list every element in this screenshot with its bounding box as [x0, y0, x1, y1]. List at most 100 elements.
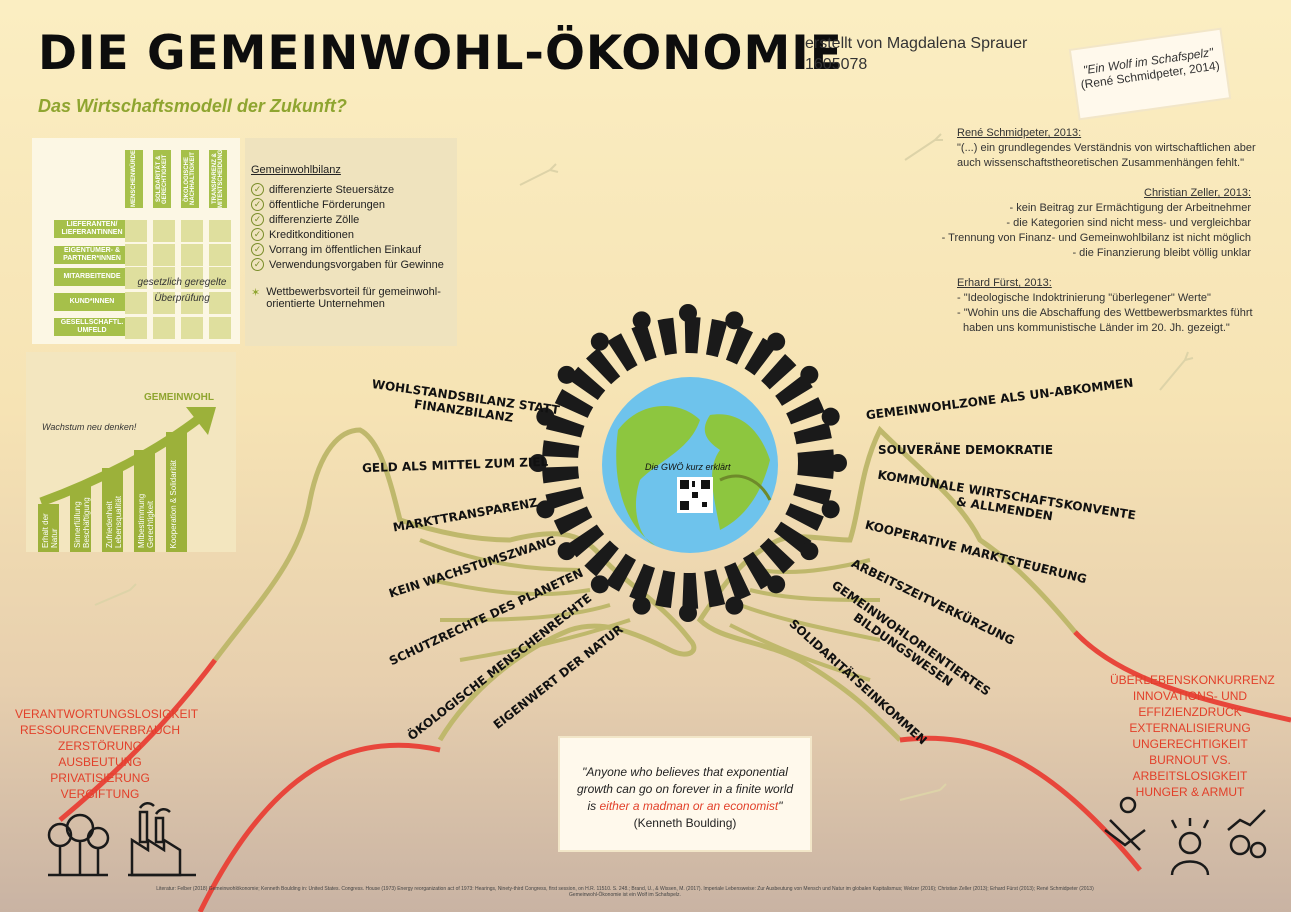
- list-item: ✓ Verwendungsvorgaben für Gewinne: [251, 257, 444, 272]
- critic-line: - die Finanzierung bleibt völlig unklar: [1072, 247, 1251, 259]
- check-icon: ✓: [251, 198, 264, 211]
- person-head: [557, 542, 576, 561]
- author-info: erstellt von Magdalena Sprauer 1605078: [805, 33, 1027, 75]
- star-icon: ✶: [251, 287, 261, 299]
- growth-bar: Mitbestimmung Gerechtigkeit: [134, 450, 155, 552]
- handshake-icon: [1104, 796, 1146, 851]
- matrix-cell: [125, 244, 147, 266]
- matrix-col-header: TRANSPARENZ & MITENTSCHEIDUNG: [209, 150, 227, 208]
- problems-right-list: ÜBERLEBENSKONKURRENZ INNOVATIONS- UND EFFI…: [1110, 673, 1275, 799]
- growth-bar: Erhalt der Natur: [38, 504, 59, 552]
- person-head: [821, 500, 840, 519]
- matrix-row-header: KUND*INNEN: [54, 293, 130, 311]
- growth-bar-label: Mitbestimmung Gerechtigkeit: [137, 493, 155, 548]
- critic-schmidpeter: René Schmidpeter, 2013: "(...) ein grund…: [957, 126, 1257, 171]
- check-icon: ✓: [251, 228, 264, 241]
- matrix-cell: [181, 317, 203, 339]
- left-red-line: [197, 742, 441, 912]
- matrix-overlay: gesetzlich geregelte Überprüfung: [127, 275, 237, 307]
- matrix-cell: [209, 317, 231, 339]
- matrix-row-header: GESELLSCHAFTL. UMFELD: [54, 318, 130, 336]
- matrix-cell: [153, 292, 175, 314]
- growth-bar-label: Kooperation & Solidarität: [169, 459, 178, 549]
- person-head: [590, 575, 609, 594]
- matrix-cell: [181, 220, 203, 242]
- gwbilanz-list: ✓ differenzierte Steuersätze ✓ öffentliche…: [251, 182, 444, 272]
- matrix-cell: [125, 317, 147, 339]
- critic-line: - "Wohin uns die Abschaffung des Wettbew…: [957, 307, 1253, 319]
- matrix-col-header: ÖKOLOGISCHE NACHHALTIGKEIT: [181, 150, 199, 208]
- author-id: 1605078: [805, 56, 868, 73]
- check-icon: ✓: [251, 258, 264, 271]
- critic-head: Christian Zeller, 2013:: [1144, 187, 1251, 199]
- growth-arrow-icon: [39, 407, 216, 507]
- critic-line: haben uns kommunistische Länder im 20. J…: [963, 322, 1230, 334]
- person-head: [767, 575, 786, 594]
- boulding-author: (Kenneth Boulding): [633, 816, 737, 830]
- matrix-overlay-line2: Überprüfung: [154, 293, 210, 304]
- matrix-cell: [209, 267, 231, 289]
- boulding-quote: "Anyone who believes that exponential gr…: [560, 738, 810, 850]
- stress-person-icon: [1170, 818, 1210, 876]
- gemeinwohl-matrix: MENSCHENWÜRDE SOLIDARITÄT & GERECHTIGKEI…: [32, 138, 240, 344]
- person-head: [536, 407, 555, 426]
- person-head: [590, 332, 609, 351]
- gwbilanz-title: Gemeinwohlbilanz: [251, 164, 341, 176]
- person-head: [829, 454, 847, 472]
- subtitle: Das Wirtschaftsmodell der Zukunft?: [38, 96, 347, 116]
- matrix-overlay-line1: gesetzlich geregelte: [137, 277, 227, 288]
- list-item: ✓ Vorrang im öffentlichen Einkauf: [251, 242, 444, 257]
- growth-bar: Sinnerfüllung Beschäftigung: [70, 486, 91, 552]
- matrix-cell: [153, 267, 175, 289]
- matrix-cell: [125, 220, 147, 242]
- matrix-col-header: MENSCHENWÜRDE: [125, 150, 143, 208]
- person-head: [725, 311, 744, 330]
- growth-bar-label: Zufriedenheit Lebensqualität: [105, 495, 123, 548]
- right-red-line: [899, 735, 1142, 872]
- critic-line: - "Ideologische Indoktrinierung "überleg…: [957, 292, 1211, 304]
- check-icon: ✓: [251, 183, 264, 196]
- references: Literatur: Felber (2018) Gemeinwohlökono…: [156, 886, 1094, 898]
- growth-bar: Kooperation & Solidarität: [166, 432, 187, 552]
- growth-graphic: GEMEINWOHL Wachstum neu denken! Erhalt d…: [26, 352, 236, 552]
- matrix-cell: [181, 292, 203, 314]
- list-item: ✓ öffentliche Förderungen: [251, 197, 444, 212]
- critic-line: auch wissenschaftstheoretischen Zusammen…: [957, 157, 1245, 169]
- person-head: [725, 596, 744, 615]
- factory-icon: [128, 802, 196, 877]
- right-hand-outline: [696, 425, 1077, 742]
- matrix-cell: [181, 267, 203, 289]
- person-head: [679, 604, 697, 622]
- growth-bar-label: Erhalt der Natur: [41, 513, 59, 548]
- critic-line: - die Kategorien sind nicht mess- und ve…: [1006, 217, 1251, 229]
- trees-icon: [47, 813, 110, 877]
- matrix-row-header: LIEFERANTEN/ LIEFERANTINNEN: [54, 220, 130, 238]
- matrix-cell: [153, 220, 175, 242]
- seed-decoration: [94, 133, 1194, 801]
- globe-caption: Die GWÖ kurz erklärt: [645, 462, 731, 472]
- matrix-cell: [209, 292, 231, 314]
- list-item: ✓ differenzierte Zölle: [251, 212, 444, 227]
- growth-caption: Wachstum neu denken!: [42, 422, 137, 432]
- critic-head: Erhard Fürst, 2013:: [957, 277, 1052, 289]
- critic-zeller: Christian Zeller, 2013: - kein Beitrag z…: [941, 186, 1251, 261]
- check-icon: ✓: [251, 213, 264, 226]
- label-demokratie: SOUVERÄNE DEMOKRATIE: [878, 443, 1054, 457]
- gemeinwohlbilanz-box: Gemeinwohlbilanz ✓ differenzierte Steuers…: [245, 138, 457, 346]
- matrix-cell: [153, 317, 175, 339]
- list-item: ✓ Kreditkonditionen: [251, 227, 444, 242]
- gears-chart-icon: [1227, 809, 1267, 859]
- person-head: [557, 365, 576, 384]
- critic-line: "(...) ein grundlegendes Verständnis von…: [957, 142, 1256, 154]
- matrix-row-header: EIGENTÜMER- & PARTNER*INNEN: [54, 246, 130, 264]
- critic-line: - kein Beitrag zur Ermächtigung der Arbe…: [1009, 202, 1251, 214]
- critic-fuerst: Erhard Fürst, 2013: - "Ideologische Indo…: [957, 276, 1257, 336]
- person-head: [632, 311, 651, 330]
- matrix-row-header: MITARBEITENDE: [54, 268, 130, 286]
- people-ring: [529, 304, 847, 622]
- author-name: erstellt von Magdalena Sprauer: [805, 35, 1028, 52]
- person-head: [529, 454, 547, 472]
- page-title: DIE GEMEINWOHL-ÖKONOMIE: [38, 26, 843, 81]
- problems-left-list: VERANTWORTUNGSLOSIGKEIT RESSOURCENVERBRAU…: [15, 707, 199, 801]
